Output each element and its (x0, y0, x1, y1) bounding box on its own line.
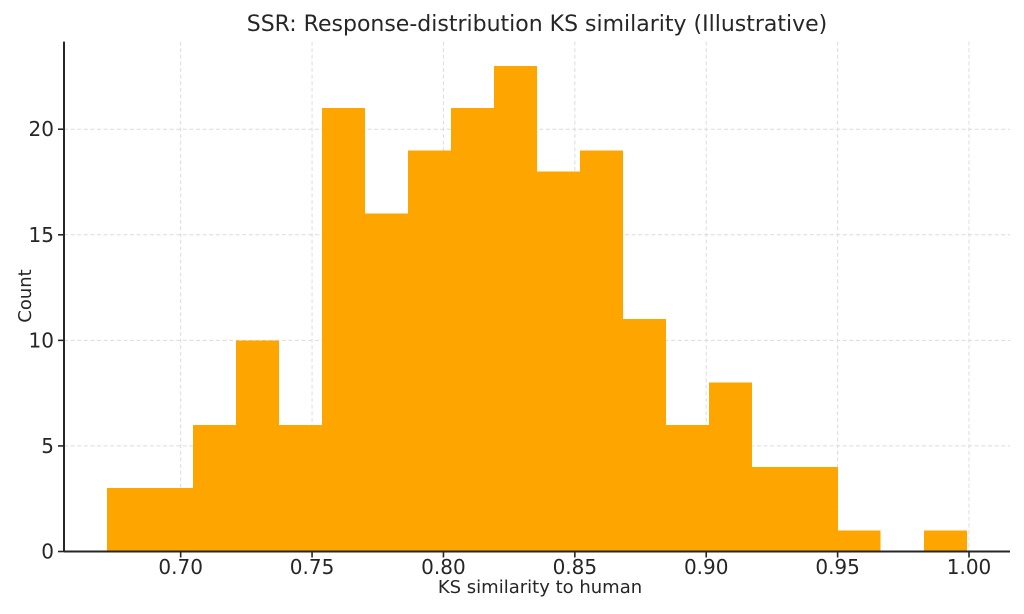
x-axis-label: KS similarity to human (438, 577, 642, 598)
histogram-bar (708, 382, 752, 552)
x-tick-label: 0.80 (421, 555, 466, 579)
chart-title: SSR: Response-distribution KS similarity… (247, 12, 828, 37)
y-tick-label: 10 (29, 328, 54, 352)
x-tick-label: 0.75 (290, 555, 335, 579)
histogram-bar (751, 467, 795, 552)
x-tick-label: 0.90 (684, 555, 729, 579)
histogram-bar (622, 319, 666, 552)
x-tick-label: 1.00 (947, 555, 992, 579)
histogram-bar (579, 150, 623, 552)
x-tick-label: 0.95 (815, 555, 860, 579)
y-axis-label: Count (15, 269, 36, 322)
histogram-bar (236, 340, 279, 552)
histogram-bar (278, 424, 323, 552)
histogram-bar (537, 171, 580, 552)
histogram-bar (493, 65, 537, 552)
chart-plot-area: 0.70 0.75 0.80 0.85 0.90 0.95 1.00 0 5 10 15 20 (29, 41, 1010, 579)
y-tick-label: 0 (41, 540, 54, 564)
histogram-bar (923, 530, 967, 552)
histogram-bar (794, 467, 838, 552)
histogram-bar (107, 488, 151, 552)
y-tick-label: 15 (29, 223, 54, 247)
x-tick-label: 0.85 (553, 555, 598, 579)
histogram-bar (665, 424, 709, 552)
y-tick-label: 20 (29, 117, 54, 141)
histogram-bar (407, 150, 452, 552)
x-tick-label: 0.70 (158, 555, 203, 579)
y-tick-label: 5 (41, 434, 54, 458)
histogram-bar (150, 488, 194, 552)
histogram-bar (364, 213, 408, 552)
histogram-bar (322, 108, 365, 552)
histogram-bar (193, 424, 237, 552)
histogram-bar (837, 530, 881, 552)
histogram-bar (451, 108, 494, 552)
